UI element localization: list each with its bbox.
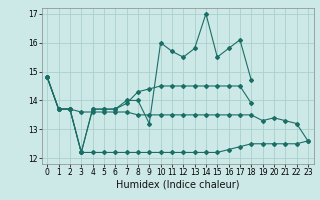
X-axis label: Humidex (Indice chaleur): Humidex (Indice chaleur)	[116, 180, 239, 190]
